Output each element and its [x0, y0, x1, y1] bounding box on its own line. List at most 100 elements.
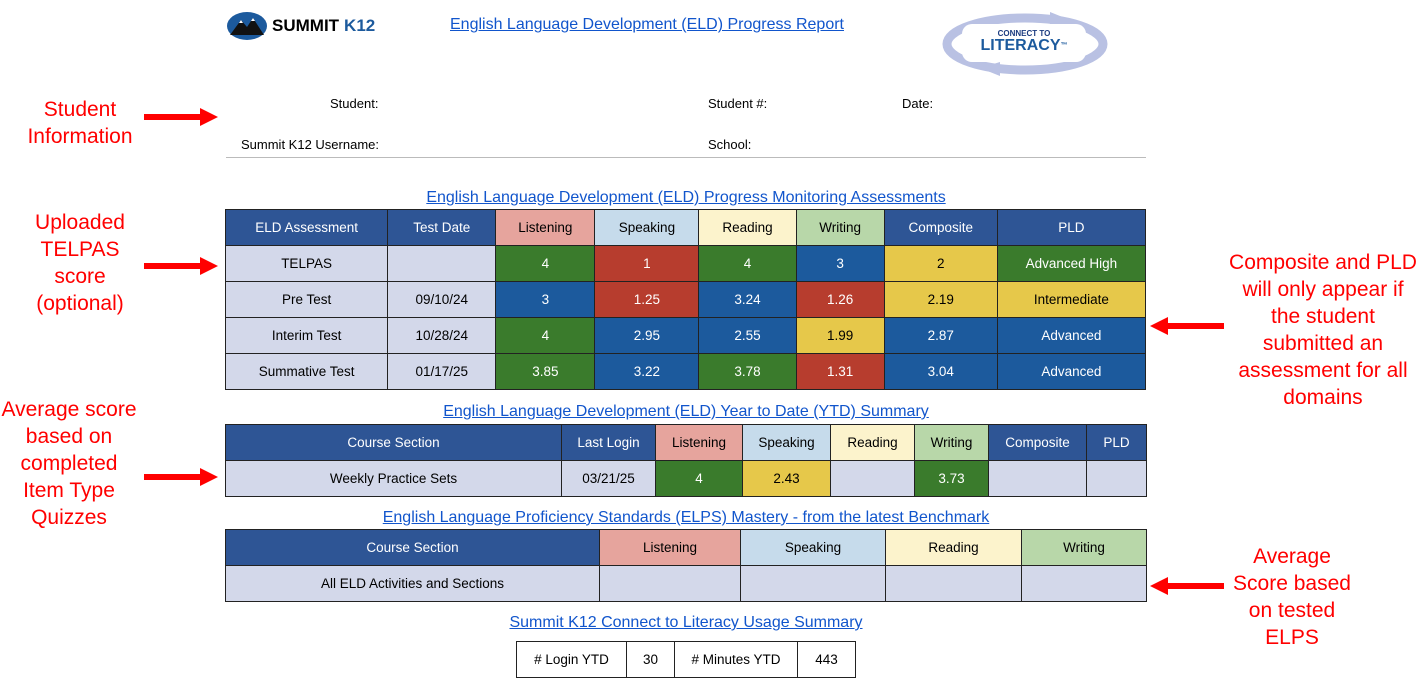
mountain-logo-icon [227, 12, 267, 40]
col-header: Last Login [561, 424, 656, 461]
col-header: Composite [883, 209, 998, 246]
table-row: # Login YTD 30 # Minutes YTD 443 [516, 641, 856, 678]
connect-to-literacy-badge: CONNECT TO LITERACY™ [940, 10, 1110, 78]
assessment-name: Pre Test [224, 281, 389, 318]
col-header: Reading [885, 529, 1022, 566]
reading-score [885, 565, 1022, 602]
listening-score [599, 565, 741, 602]
speaking-score: 2.95 [594, 317, 700, 354]
table-row: TELPAS 4 1 4 3 2 Advanced High [224, 245, 1147, 282]
table-row: All ELD Activities and Sections [225, 565, 1147, 602]
info-divider [226, 157, 1146, 158]
test-date: 09/10/24 [387, 281, 497, 318]
school-label: School: [708, 137, 752, 152]
elps-title[interactable]: English Language Proficiency Standards (… [382, 509, 990, 526]
writing-score: 1.26 [795, 281, 885, 318]
listening-score: 4 [495, 245, 596, 282]
listening-score: 3 [495, 281, 596, 318]
reading-score [830, 460, 915, 497]
col-header: Listening [655, 424, 743, 461]
test-date [387, 245, 497, 282]
minutes-ytd-value: 443 [797, 641, 856, 678]
annotation-composite: Composite and PLD will only appear if th… [1229, 251, 1417, 409]
composite-score: 2.19 [883, 281, 998, 318]
arrow-right-icon [144, 468, 218, 486]
col-header: Listening [599, 529, 741, 566]
pld-level: Advanced [996, 353, 1147, 390]
summit-logo: SUMMIT K12 [226, 10, 375, 42]
student-label: Student: [330, 96, 379, 111]
writing-score [1021, 565, 1147, 602]
logo-text-k12: K12 [344, 16, 376, 35]
reading-score: 3.78 [698, 353, 797, 390]
col-header: PLD [996, 209, 1147, 246]
col-header: Writing [795, 209, 885, 246]
speaking-score: 1 [594, 245, 700, 282]
annotation-average: Average score based on completed Item Ty… [1, 398, 137, 529]
listening-score: 4 [495, 317, 596, 354]
col-header: Composite [988, 424, 1087, 461]
badge-panel: CONNECT TO LITERACY™ [962, 24, 1086, 62]
ytd-header-row: Course Section Last Login Listening Spea… [225, 424, 1147, 461]
speaking-score: 3.22 [594, 353, 700, 390]
assessments-header-row: ELD Assessment Test Date Listening Speak… [224, 209, 1147, 246]
course-section: Weekly Practice Sets [225, 460, 562, 497]
col-header: PLD [1086, 424, 1147, 461]
reading-score: 3.24 [698, 281, 797, 318]
col-header: Writing [1021, 529, 1147, 566]
col-header: ELD Assessment [224, 209, 389, 246]
composite-score: 2.87 [883, 317, 998, 354]
badge-top-text: CONNECT TO [997, 29, 1051, 38]
assessment-name: Summative Test [224, 353, 389, 390]
login-ytd-value: 30 [626, 641, 675, 678]
elps-header-row: Course Section Listening Speaking Readin… [225, 529, 1147, 566]
col-header: Speaking [742, 424, 831, 461]
reading-score: 2.55 [698, 317, 797, 354]
report-title[interactable]: English Language Development (ELD) Progr… [450, 16, 844, 33]
ytd-table: Course Section Last Login Listening Spea… [225, 424, 1147, 497]
col-header: Reading [830, 424, 915, 461]
assessments-table: ELD Assessment Test Date Listening Speak… [224, 209, 1147, 390]
last-login: 03/21/25 [561, 460, 656, 497]
speaking-score [740, 565, 886, 602]
badge-tm: ™ [1060, 42, 1068, 49]
col-header: Course Section [225, 529, 600, 566]
writing-score: 1.31 [795, 353, 885, 390]
date-label: Date: [902, 96, 934, 111]
col-header: Listening [495, 209, 596, 246]
listening-score: 4 [655, 460, 743, 497]
speaking-score: 2.43 [742, 460, 831, 497]
col-header: Test Date [387, 209, 497, 246]
listening-score: 3.85 [495, 353, 596, 390]
assessment-name: TELPAS [224, 245, 389, 282]
ytd-title[interactable]: English Language Development (ELD) Year … [443, 403, 929, 420]
course-section: All ELD Activities and Sections [225, 565, 600, 602]
elps-table: Course Section Listening Speaking Readin… [225, 529, 1147, 602]
annotation-telpas: Uploaded TELPAS score (optional) [35, 211, 125, 315]
speaking-score: 1.25 [594, 281, 700, 318]
table-row: Interim Test 10/28/24 4 2.95 2.55 1.99 2… [224, 317, 1147, 354]
logo-text-summit: SUMMIT [272, 16, 340, 35]
assessment-name: Interim Test [224, 317, 389, 354]
badge-main-word: LITERACY [980, 37, 1061, 54]
writing-score: 3.73 [914, 460, 989, 497]
literacy-swirl-icon [942, 12, 1108, 76]
usage-title[interactable]: Summit K12 Connect to Literacy Usage Sum… [509, 614, 863, 631]
annotation-student-info: Student Information [27, 98, 133, 148]
composite-score: 2 [883, 245, 998, 282]
col-header: Reading [698, 209, 797, 246]
username-label: Summit K12 Username: [241, 137, 379, 152]
col-header: Speaking [740, 529, 886, 566]
minutes-ytd-label: # Minutes YTD [674, 641, 798, 678]
col-header: Writing [914, 424, 989, 461]
table-row: Weekly Practice Sets 03/21/25 4 2.43 3.7… [225, 460, 1147, 497]
col-header: Speaking [594, 209, 700, 246]
table-row: Pre Test 09/10/24 3 1.25 3.24 1.26 2.19 … [224, 281, 1147, 318]
pld-level: Advanced [996, 317, 1147, 354]
composite-score: 3.04 [883, 353, 998, 390]
arrow-left-icon [1150, 577, 1224, 595]
annotation-elps: Average Score based on tested ELPS [1233, 545, 1351, 649]
table-row: Summative Test 01/17/25 3.85 3.22 3.78 1… [224, 353, 1147, 390]
arrow-left-icon [1150, 317, 1224, 335]
assessments-title[interactable]: English Language Development (ELD) Progr… [426, 189, 946, 206]
